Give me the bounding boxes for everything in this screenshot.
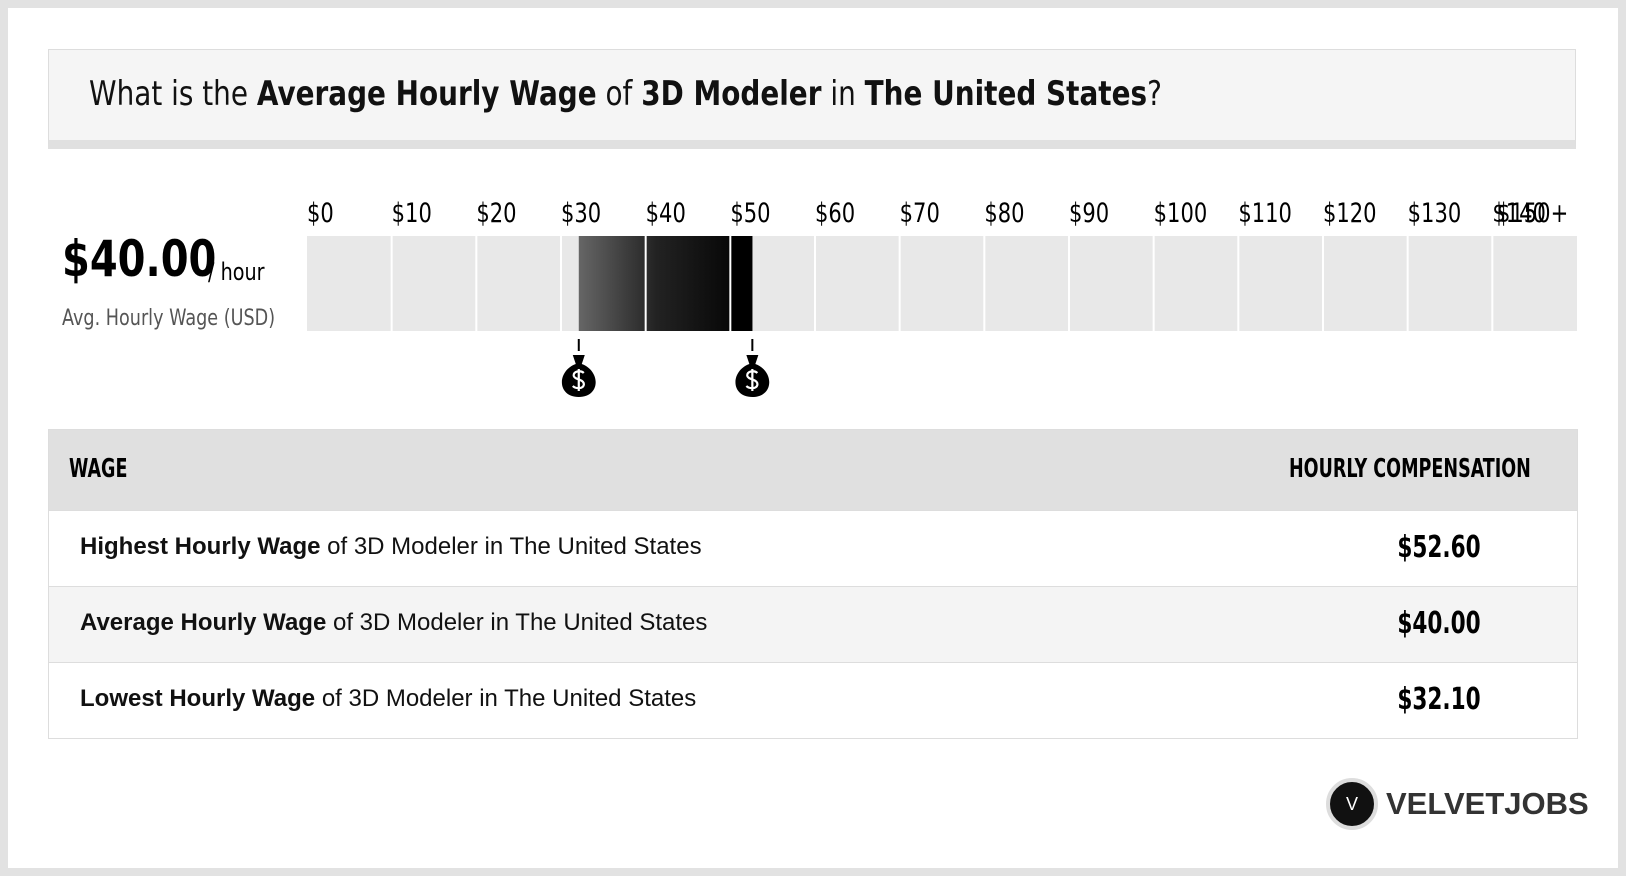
table-row: Lowest Hourly Wage of 3D Modeler in The …	[49, 662, 1577, 738]
money-marker	[735, 339, 770, 397]
x-tick-label: $10	[392, 197, 432, 228]
title-box: What is the Average Hourly Wage of 3D Mo…	[48, 49, 1576, 149]
wage-scale: $0 $10 $20 $30 $40 $50 $60 $70 $80 $90 $100 $110 $12…	[307, 197, 1577, 397]
title-emphasis: Average Hourly Wage	[256, 74, 597, 114]
title-emphasis: 3D Modeler	[641, 74, 822, 114]
dollar-icon	[745, 369, 759, 391]
x-tick-label: $70	[900, 197, 940, 228]
x-tick-label: $60	[815, 197, 855, 228]
row-value: $40.00	[1397, 606, 1481, 641]
row-label-strong: Average Hourly Wage	[80, 609, 327, 636]
logo: V VELVETJOBS	[1326, 778, 1589, 830]
x-tick-label: $100	[1154, 197, 1208, 228]
wage-table: WAGE HOURLY COMPENSATION Highest Hourly …	[48, 429, 1578, 739]
title-emphasis: The United States	[864, 74, 1148, 114]
scale-background	[307, 236, 1577, 331]
average-value: $40.00	[62, 230, 217, 288]
column-header: HOURLY COMPENSATION	[1289, 454, 1531, 484]
logo-text: VELVETJOBS	[1386, 786, 1589, 821]
x-tick-label: $120	[1323, 197, 1377, 228]
row-value: $52.60	[1397, 530, 1481, 565]
wage-range	[578, 236, 753, 331]
money-marker	[561, 339, 596, 397]
table-row: Average Hourly Wage of 3D Modeler in The…	[49, 586, 1577, 662]
row-label-rest: of 3D Modeler in The United States	[332, 609, 708, 636]
row-label: Average Hourly Wage of 3D Modeler in The…	[80, 609, 707, 637]
x-tick-label: $40	[646, 197, 686, 228]
wage-range-end	[730, 236, 753, 331]
table-header: WAGE HOURLY COMPENSATION	[49, 430, 1577, 510]
x-tick-label: $150+	[1497, 197, 1568, 228]
logo-mark: V	[1326, 778, 1378, 830]
row-label-rest: of 3D Modeler in The United States	[327, 533, 702, 560]
row-value: $32.10	[1397, 682, 1481, 717]
row-label: Highest Hourly Wage of 3D Modeler in The…	[80, 533, 702, 561]
column-header: WAGE	[69, 454, 128, 484]
row-label-rest: of 3D Modeler in The United States	[321, 685, 697, 712]
row-label-strong: Highest Hourly Wage	[80, 533, 321, 560]
row-label: Lowest Hourly Wage of 3D Modeler in The …	[80, 685, 696, 713]
row-label-strong: Lowest Hourly Wage	[80, 685, 316, 712]
x-tick-label: $130	[1408, 197, 1462, 228]
title-text: of	[605, 74, 633, 114]
title-text: in	[830, 74, 856, 114]
x-tick-label: $110	[1238, 197, 1292, 228]
title: What is the Average Hourly Wage of 3D Mo…	[89, 74, 1162, 114]
title-text: What is the	[89, 74, 249, 114]
dollar-icon	[572, 369, 585, 391]
unit: / hour	[208, 258, 265, 286]
x-tick-label: $0	[307, 197, 334, 228]
x-tick-label: $20	[476, 197, 516, 228]
average-label: Avg. Hourly Wage (USD)	[62, 306, 276, 331]
x-tick-label: $30	[561, 197, 601, 228]
title-text: ?	[1147, 74, 1162, 114]
table-row: Highest Hourly Wage of 3D Modeler in The…	[49, 510, 1577, 586]
x-tick-label: $50	[730, 197, 770, 228]
x-tick-label: $140	[1492, 197, 1546, 228]
x-tick-label: $80	[984, 197, 1024, 228]
x-tick-label: $90	[1069, 197, 1109, 228]
